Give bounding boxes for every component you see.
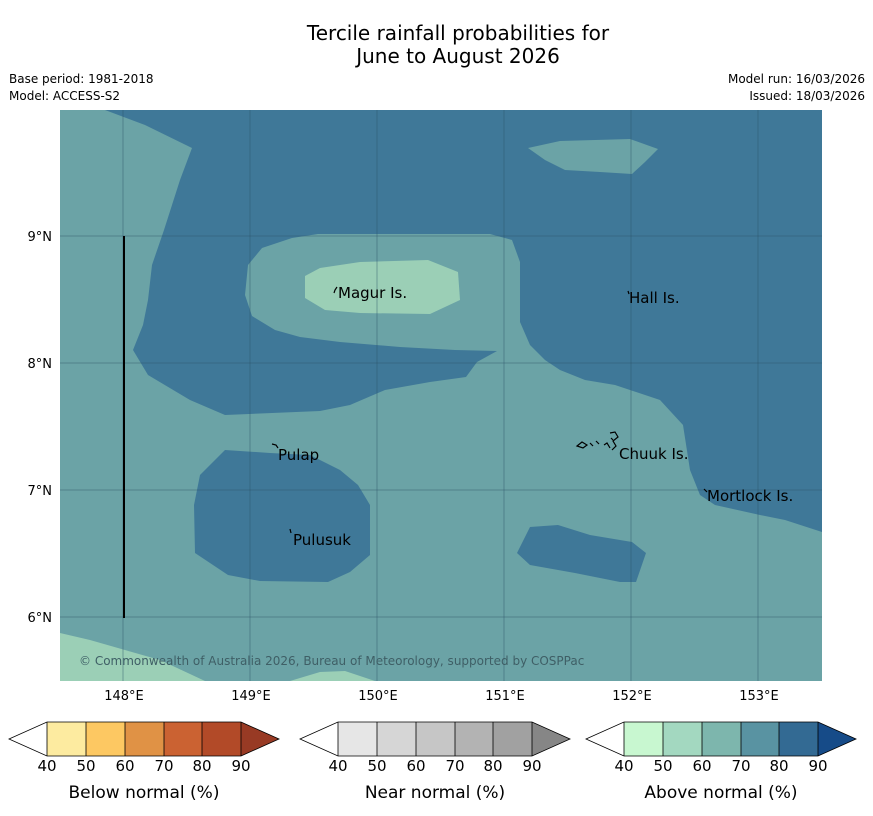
cb0-tick-80: 80 bbox=[192, 757, 211, 775]
cb0-seg-3 bbox=[125, 722, 164, 756]
cb1-tick-80: 80 bbox=[483, 757, 502, 775]
cb2-seg-6 bbox=[818, 722, 856, 756]
lon-label-153e: 153°E bbox=[739, 689, 779, 704]
cb2-tick-70: 70 bbox=[731, 757, 750, 775]
cb1-tick-40: 40 bbox=[328, 757, 347, 775]
chart-title: Tercile rainfall probabilities for June … bbox=[0, 22, 873, 68]
region-above-50-60-magur bbox=[305, 260, 460, 314]
base-period-text: Base period: 1981-2018 bbox=[9, 72, 154, 86]
cb0-tick-90: 90 bbox=[231, 757, 250, 775]
lat-label-6n: 6°N bbox=[28, 611, 53, 626]
meta-left: Base period: 1981-2018 Model: ACCESS-S2 bbox=[9, 71, 154, 105]
lon-label-152e: 152°E bbox=[612, 689, 652, 704]
cb0-seg-4 bbox=[164, 722, 202, 756]
colorbar-below-normal: 40 50 60 70 80 90 Below normal (%) bbox=[8, 721, 280, 803]
region-above-70-80-southeast bbox=[517, 525, 646, 582]
region-above-50-60-bottom-left bbox=[60, 633, 205, 681]
island-markers bbox=[271, 286, 708, 534]
cb0-tick-50: 50 bbox=[76, 757, 95, 775]
mortlock-island-shape bbox=[703, 488, 708, 493]
cb2-tick-90: 90 bbox=[808, 757, 827, 775]
model-text: Model: ACCESS-S2 bbox=[9, 89, 121, 103]
cb2-seg-5 bbox=[779, 722, 818, 756]
cb2-seg-2 bbox=[663, 722, 702, 756]
cb2-tick-40: 40 bbox=[614, 757, 633, 775]
hall-island-shape bbox=[627, 290, 630, 295]
chuuk-island-shape bbox=[575, 431, 619, 451]
cb0-title: Below normal (%) bbox=[69, 783, 220, 803]
copyright-text: © Commonwealth of Australia 2026, Bureau… bbox=[79, 654, 584, 668]
place-label-chuuk: Chuuk Is. bbox=[619, 445, 688, 463]
region-above-60-70-top bbox=[528, 139, 658, 174]
cb1-tick-70: 70 bbox=[445, 757, 464, 775]
colorbar-near-normal: 40 50 60 70 80 90 Near normal (%) bbox=[299, 721, 571, 803]
lon-label-149e: 149°E bbox=[231, 689, 271, 704]
lat-label-7n: 7°N bbox=[28, 484, 53, 499]
cb1-seg-6 bbox=[532, 722, 570, 756]
place-label-pulusuk: Pulusuk bbox=[293, 531, 351, 549]
cb1-tick-50: 50 bbox=[367, 757, 386, 775]
cb0-seg-0 bbox=[9, 722, 47, 756]
cb1-seg-1 bbox=[338, 722, 377, 756]
lon-label-150e: 150°E bbox=[358, 689, 398, 704]
cb0-tick-60: 60 bbox=[115, 757, 134, 775]
region-above-50-60-bottom-middle bbox=[290, 671, 375, 681]
cb0-seg-5 bbox=[202, 722, 241, 756]
cb1-tick-90: 90 bbox=[522, 757, 541, 775]
place-label-magur: Magur Is. bbox=[338, 284, 407, 302]
cb1-seg-4 bbox=[455, 722, 493, 756]
colorbar-above-normal: 40 50 60 70 80 90 Above normal (%) bbox=[585, 721, 857, 803]
title-line-1: Tercile rainfall probabilities for bbox=[306, 21, 610, 45]
place-label-mortlock: Mortlock Is. bbox=[707, 487, 793, 505]
cb1-seg-0 bbox=[300, 722, 338, 756]
cb0-tick-40: 40 bbox=[37, 757, 56, 775]
pulap-island-shape bbox=[271, 443, 279, 449]
lat-axis: 9°N 8°N 7°N 6°N bbox=[28, 230, 53, 626]
cb1-seg-2 bbox=[377, 722, 416, 756]
pulusuk-island-shape bbox=[289, 528, 292, 534]
cb0-seg-2 bbox=[86, 722, 125, 756]
cb1-title: Near normal (%) bbox=[365, 783, 505, 803]
cb1-seg-5 bbox=[493, 722, 532, 756]
lon-axis: 148°E 149°E 150°E 151°E 152°E 153°E bbox=[104, 689, 779, 704]
issued-text: Issued: 18/03/2026 bbox=[749, 89, 865, 103]
cb2-tick-50: 50 bbox=[653, 757, 672, 775]
cb2-title: Above normal (%) bbox=[644, 783, 797, 803]
region-above-70-80-pulusuk bbox=[194, 450, 370, 582]
title-line-2: June to August 2026 bbox=[356, 44, 560, 68]
cb2-tick-60: 60 bbox=[692, 757, 711, 775]
place-label-pulap: Pulap bbox=[278, 446, 319, 464]
place-label-hall: Hall Is. bbox=[629, 289, 680, 307]
cb0-tick-70: 70 bbox=[154, 757, 173, 775]
map-area[interactable]: Magur Is. Hall Is. Pulap Chuuk Is. Mortl… bbox=[60, 110, 822, 681]
cb2-tick-80: 80 bbox=[769, 757, 788, 775]
lon-label-151e: 151°E bbox=[485, 689, 525, 704]
cb2-seg-1 bbox=[624, 722, 663, 756]
meta-right: Model run: 16/03/2026 Issued: 18/03/2026 bbox=[728, 71, 865, 105]
lat-label-8n: 8°N bbox=[28, 357, 53, 372]
cb2-seg-3 bbox=[702, 722, 741, 756]
cb1-seg-3 bbox=[416, 722, 455, 756]
model-run-text: Model run: 16/03/2026 bbox=[727, 72, 865, 86]
cb2-seg-4 bbox=[741, 722, 779, 756]
magur-island-shape bbox=[333, 286, 338, 294]
lon-label-148e: 148°E bbox=[104, 689, 144, 704]
cb1-tick-60: 60 bbox=[406, 757, 425, 775]
region-above-70-80-north bbox=[105, 110, 822, 532]
cb0-seg-1 bbox=[47, 722, 86, 756]
cb0-seg-6 bbox=[241, 722, 279, 756]
lat-label-9n: 9°N bbox=[28, 230, 53, 245]
cb2-seg-0 bbox=[586, 722, 624, 756]
